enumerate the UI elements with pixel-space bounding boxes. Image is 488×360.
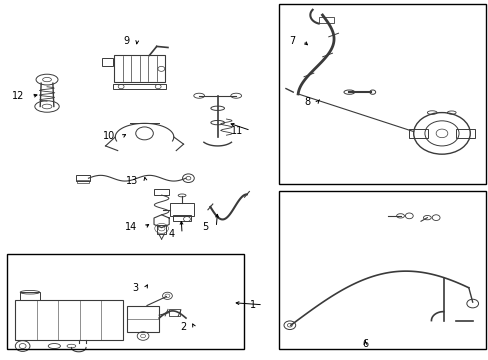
Bar bbox=[114, 55, 165, 82]
Text: 10: 10 bbox=[103, 131, 115, 141]
Bar bbox=[318, 17, 333, 23]
Bar bbox=[169, 203, 194, 216]
Text: 8: 8 bbox=[304, 97, 310, 107]
Text: 12: 12 bbox=[12, 91, 24, 102]
Bar bbox=[15, 300, 122, 339]
Bar bbox=[408, 129, 427, 138]
Text: 9: 9 bbox=[123, 36, 130, 46]
Bar bbox=[102, 58, 112, 66]
Bar bbox=[154, 189, 168, 195]
Text: 1: 1 bbox=[249, 300, 255, 310]
Bar bbox=[76, 175, 90, 181]
Text: 14: 14 bbox=[125, 222, 137, 232]
Bar bbox=[173, 215, 190, 221]
Text: 13: 13 bbox=[126, 176, 138, 186]
Text: 5: 5 bbox=[202, 222, 208, 232]
Text: 6: 6 bbox=[362, 339, 368, 349]
Text: 2: 2 bbox=[181, 322, 186, 332]
Bar bbox=[278, 4, 485, 184]
Text: 4: 4 bbox=[168, 229, 174, 239]
Bar bbox=[6, 253, 244, 348]
Bar bbox=[77, 180, 89, 183]
Text: 11: 11 bbox=[231, 126, 243, 135]
Bar bbox=[127, 306, 159, 332]
Text: 3: 3 bbox=[132, 283, 138, 293]
Bar bbox=[113, 85, 166, 89]
Bar bbox=[455, 129, 474, 138]
Bar bbox=[20, 292, 40, 300]
Bar bbox=[278, 191, 485, 348]
Bar bbox=[157, 225, 166, 234]
Text: 7: 7 bbox=[289, 36, 295, 46]
Bar bbox=[168, 309, 179, 316]
